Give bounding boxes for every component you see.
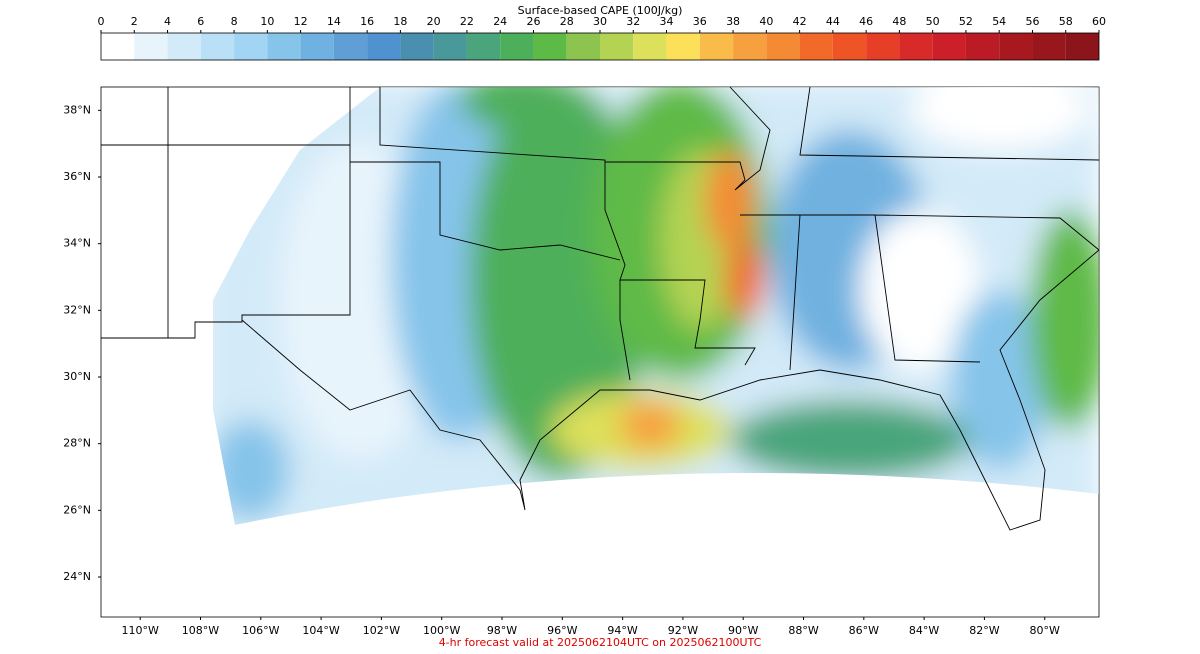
colorbar-tick-label: 30 bbox=[593, 15, 607, 28]
colorbar-box bbox=[932, 33, 966, 60]
colorbar-tick-label: 52 bbox=[959, 15, 973, 28]
colorbar-box bbox=[866, 33, 900, 60]
colorbar-box bbox=[234, 33, 268, 60]
colorbar-box bbox=[799, 33, 833, 60]
colorbar-tick-label: 4 bbox=[164, 15, 171, 28]
colorbar-box bbox=[200, 33, 235, 60]
lat-tick-label: 32°N bbox=[63, 303, 91, 316]
colorbar-tick-label: 28 bbox=[560, 15, 574, 28]
lat-tick-label: 38°N bbox=[63, 103, 91, 116]
cape-field bbox=[213, 87, 1099, 525]
footer: 4-hr forecast valid at 2025062104UTC on … bbox=[439, 636, 762, 649]
colorbar-tick-label: 32 bbox=[626, 15, 640, 28]
colorbar-tick-label: 48 bbox=[892, 15, 906, 28]
lat-tick-label: 34°N bbox=[63, 237, 91, 250]
colorbar-tick-label: 12 bbox=[294, 15, 308, 28]
colorbar-tick-label: 20 bbox=[427, 15, 441, 28]
colorbar-tick-label: 58 bbox=[1059, 15, 1073, 28]
colorbar-tick-label: 26 bbox=[526, 15, 540, 28]
colorbar-tick-label: 34 bbox=[660, 15, 674, 28]
colorbar-tick-label: 16 bbox=[360, 15, 374, 28]
colorbar-box bbox=[101, 33, 135, 60]
colorbar-tick-label: 8 bbox=[231, 15, 238, 28]
colorbar-tick-label: 40 bbox=[759, 15, 773, 28]
lat-tick-label: 36°N bbox=[63, 170, 91, 183]
lat-tick-label: 26°N bbox=[63, 503, 91, 516]
lon-tick-label: 86°W bbox=[849, 624, 879, 637]
lon-tick-label: 80°W bbox=[1030, 624, 1060, 637]
colorbar-box bbox=[999, 33, 1033, 60]
colorbar-tick-label: 46 bbox=[859, 15, 873, 28]
colorbar-tick-label: 50 bbox=[926, 15, 940, 28]
lon-tick-label: 92°W bbox=[668, 624, 698, 637]
lon-tick-label: 102°W bbox=[363, 624, 400, 637]
lon-tick-label: 104°W bbox=[302, 624, 339, 637]
lon-tick-label: 90°W bbox=[728, 624, 758, 637]
lon-tick-label: 96°W bbox=[547, 624, 577, 637]
colorbar-box bbox=[1065, 33, 1099, 60]
colorbar-box bbox=[600, 33, 634, 60]
lon-tick-label: 98°W bbox=[487, 624, 517, 637]
lat-tick-label: 24°N bbox=[63, 570, 91, 583]
colorbar-tick-label: 56 bbox=[1025, 15, 1039, 28]
lon-tick-label: 82°W bbox=[969, 624, 999, 637]
colorbar-box bbox=[500, 33, 534, 60]
colorbar-tick-label: 42 bbox=[793, 15, 807, 28]
lon-tick-label: 88°W bbox=[788, 624, 818, 637]
colorbar-box bbox=[566, 33, 600, 60]
colorbar-box bbox=[832, 33, 867, 60]
colorbar-box bbox=[267, 33, 301, 60]
colorbar-tick-label: 22 bbox=[460, 15, 474, 28]
colorbar-box bbox=[766, 33, 800, 60]
colorbar-tick-label: 18 bbox=[393, 15, 407, 28]
colorbar-box bbox=[733, 33, 767, 60]
colorbar-box bbox=[466, 33, 501, 60]
colorbar-tick-label: 36 bbox=[693, 15, 707, 28]
lat-tick-label: 30°N bbox=[63, 370, 91, 383]
lon-tick-label: 94°W bbox=[607, 624, 637, 637]
colorbar-tick-label: 2 bbox=[131, 15, 138, 28]
colorbar-box bbox=[400, 33, 434, 60]
colorbar-tick-label: 54 bbox=[992, 15, 1006, 28]
colorbar-tick-label: 44 bbox=[826, 15, 840, 28]
colorbar-box bbox=[666, 33, 700, 60]
colorbar-tick-label: 38 bbox=[726, 15, 740, 28]
lon-tick-label: 110°W bbox=[122, 624, 159, 637]
colorbar-tick-label: 10 bbox=[260, 15, 274, 28]
colorbar-box bbox=[300, 33, 334, 60]
colorbar: 0 2 4 6 8 10 12 14 16 18 20 22 24 26 28 30 32 34 36 38 40 42 4… bbox=[98, 15, 1106, 61]
colorbar-tick-label: 14 bbox=[327, 15, 341, 28]
colorbar-box bbox=[333, 33, 368, 60]
colorbar-box bbox=[433, 33, 467, 60]
lon-tick-label: 108°W bbox=[182, 624, 219, 637]
colorbar-tick-label: 0 bbox=[98, 15, 105, 28]
colorbar-box bbox=[1032, 33, 1066, 60]
colorbar-box bbox=[533, 33, 567, 60]
colorbar-box bbox=[167, 33, 201, 60]
colorbar-box bbox=[899, 33, 933, 60]
colorbar-box bbox=[134, 33, 168, 60]
lat-tick-label: 28°N bbox=[63, 437, 91, 450]
colorbar-box bbox=[965, 33, 1000, 60]
lon-tick-label: 84°W bbox=[909, 624, 939, 637]
colorbar-tick-label: 6 bbox=[197, 15, 204, 28]
colorbar-tick-label: 24 bbox=[493, 15, 507, 28]
colorbar-title: Surface-based CAPE (100J/kg) bbox=[518, 4, 683, 17]
colorbar-box bbox=[699, 33, 734, 60]
colorbar-box bbox=[633, 33, 667, 60]
lon-tick-label: 106°W bbox=[242, 624, 279, 637]
lon-tick-label: 100°W bbox=[423, 624, 460, 637]
colorbar-box bbox=[367, 33, 401, 60]
borders bbox=[101, 86, 1100, 531]
colorbar-tick-label: 60 bbox=[1092, 15, 1106, 28]
